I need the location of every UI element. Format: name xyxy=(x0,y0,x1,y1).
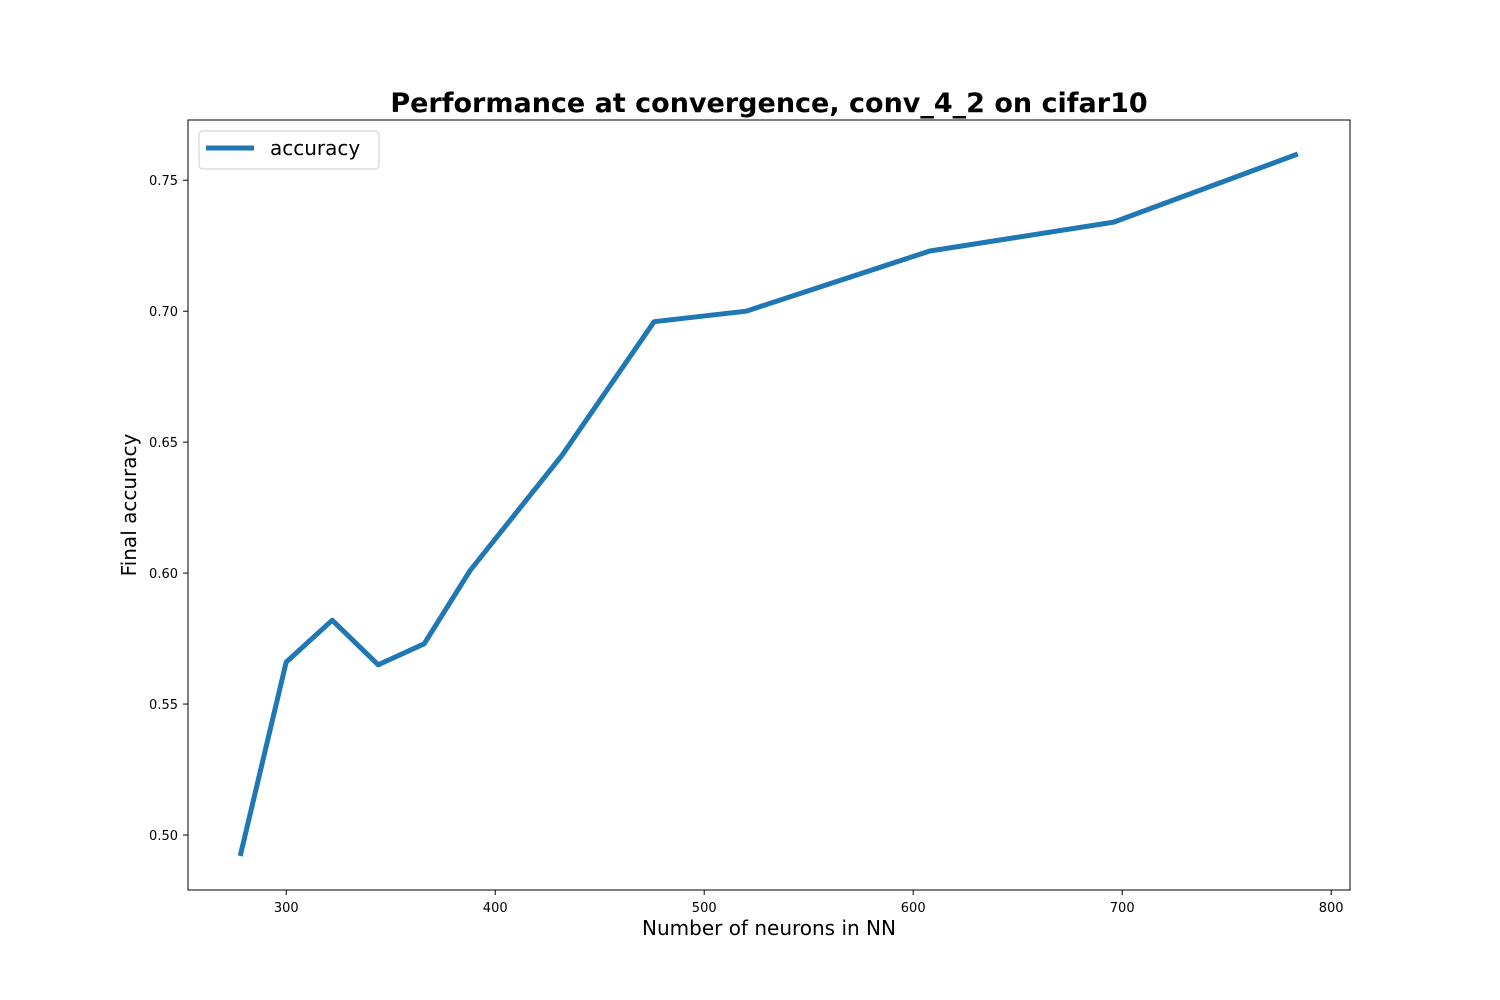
y-tick-label: 0.65 xyxy=(149,436,178,451)
x-tick-label: 700 xyxy=(1110,901,1135,916)
legend-box xyxy=(198,130,380,170)
x-axis-ticks: 300 400 500 600 700 800 xyxy=(274,890,1344,916)
y-tick-label: 0.50 xyxy=(149,829,178,844)
x-tick-label: 500 xyxy=(692,901,717,916)
y-tick-label: 0.55 xyxy=(149,698,178,713)
y-axis-ticks: 0.50 0.55 0.60 0.65 0.70 0.75 xyxy=(149,174,188,844)
legend: accuracy xyxy=(198,130,380,170)
x-axis-label: Number of neurons in NN xyxy=(642,916,896,940)
y-tick-label: 0.70 xyxy=(149,305,178,320)
y-tick-label: 0.75 xyxy=(149,174,178,189)
chart-title: Performance at convergence, conv_4_2 on … xyxy=(390,88,1147,119)
legend-label-accuracy: accuracy xyxy=(270,136,360,160)
x-tick-label: 600 xyxy=(901,901,926,916)
x-tick-label: 300 xyxy=(274,901,299,916)
series-line-accuracy xyxy=(237,151,1299,857)
x-tick-label: 800 xyxy=(1319,901,1344,916)
y-axis-label: Final accuracy xyxy=(117,433,141,576)
plot-lines xyxy=(237,151,1299,857)
y-tick-label: 0.60 xyxy=(149,567,178,582)
x-tick-label: 400 xyxy=(483,901,508,916)
plot-frame xyxy=(187,119,1351,891)
